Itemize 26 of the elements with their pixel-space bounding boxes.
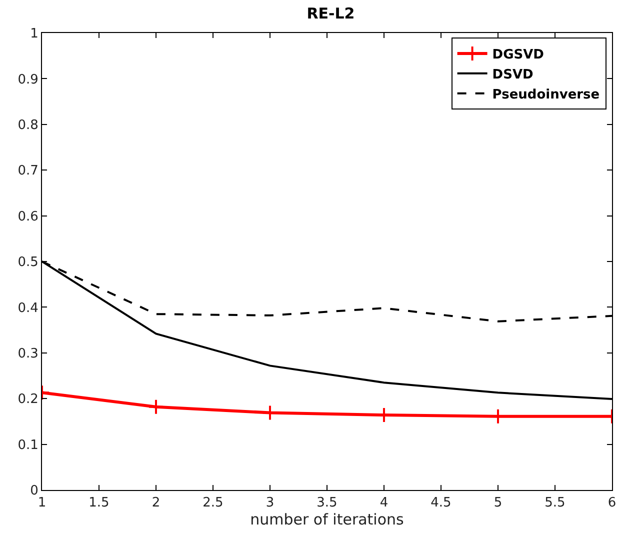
y-tick-label: 1 [30, 26, 38, 42]
x-tick-label: 2.5 [202, 496, 224, 511]
x-tick-label: 1.5 [88, 496, 110, 511]
y-tick-label: 0.5 [18, 255, 38, 270]
x-tick-label: 3.5 [316, 496, 338, 511]
x-tick-label: 2 [152, 496, 160, 511]
legend-label: DSVD [492, 67, 534, 82]
y-tick-label: 0.1 [18, 438, 38, 453]
legend-label: Pseudoinverse [492, 87, 600, 102]
x-axis-title: number of iterations [250, 510, 404, 529]
y-tick-label: 0 [30, 484, 38, 499]
x-tick-label: 4.5 [430, 496, 452, 511]
y-tick-label: 0.7 [18, 164, 38, 179]
y-tick-label: 0.8 [18, 118, 38, 133]
x-tick-label: 6 [608, 496, 616, 511]
x-tick-label: 4 [380, 496, 388, 511]
x-tick-label: 3 [266, 496, 274, 511]
chart-title: RE-L2 [306, 4, 355, 23]
y-tick-label: 0.6 [18, 209, 38, 224]
y-tick-label: 0.4 [18, 300, 38, 316]
x-tick-label: 5 [494, 496, 502, 511]
y-tick-label: 0.3 [18, 346, 38, 362]
y-tick-label: 0.2 [18, 392, 38, 408]
x-tick-label: 5.5 [544, 496, 566, 511]
y-tick-label: 0.9 [18, 72, 38, 88]
legend-label: DGSVD [492, 48, 544, 63]
